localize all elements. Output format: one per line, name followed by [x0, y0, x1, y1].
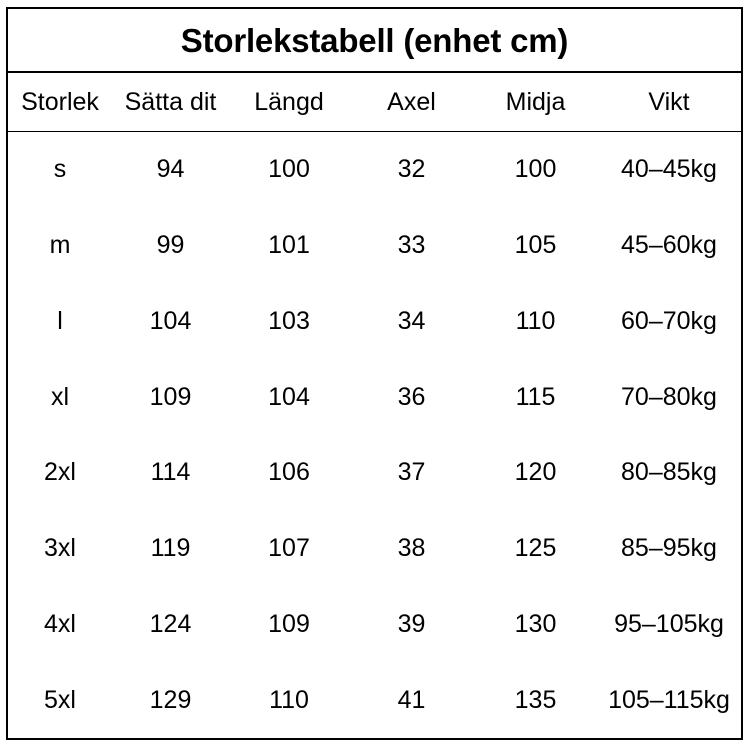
- cell-midja: 120: [514, 458, 557, 487]
- cell-size: 3xl: [44, 534, 76, 563]
- chart-title-band: Storlekstabell (enhet cm): [8, 9, 741, 73]
- cell-size: 5xl: [44, 685, 76, 714]
- column-header-axel: Axel: [387, 87, 436, 116]
- cell-langd: 104: [268, 382, 310, 411]
- cell-satta-dit: 119: [150, 534, 191, 563]
- cell-vikt: 45–60kg: [621, 231, 717, 260]
- cell-size: 4xl: [44, 609, 76, 638]
- cell-midja: 130: [514, 609, 557, 638]
- table-row: s 94 100 32 100 40–45kg: [8, 132, 741, 208]
- cell-langd: 101: [268, 231, 310, 260]
- cell-axel: 34: [397, 306, 426, 335]
- cell-satta-dit: 99: [156, 231, 185, 260]
- cell-satta-dit: 94: [156, 155, 185, 184]
- cell-axel: 39: [397, 609, 426, 638]
- cell-size: l: [57, 306, 63, 335]
- cell-vikt: 85–95kg: [621, 534, 717, 563]
- table-header-row: Storlek Sätta dit Längd Axel Midja Vikt: [8, 73, 741, 132]
- table-body: s 94 100 32 100 40–45kg m 99 101 33 105 …: [8, 132, 741, 738]
- table-row: xl 109 104 36 115 70–80kg: [8, 359, 741, 435]
- cell-vikt: 60–70kg: [621, 306, 717, 335]
- cell-midja: 110: [515, 306, 556, 335]
- column-header-langd: Längd: [254, 87, 324, 116]
- cell-midja: 100: [514, 155, 557, 184]
- cell-size: 2xl: [44, 458, 76, 487]
- table-row: 2xl 114 106 37 120 80–85kg: [8, 435, 741, 511]
- column-header-satta-dit: Sätta dit: [124, 87, 217, 116]
- cell-satta-dit: 124: [149, 609, 192, 638]
- cell-vikt: 80–85kg: [621, 458, 717, 487]
- cell-langd: 106: [268, 458, 310, 487]
- cell-satta-dit: 129: [149, 685, 192, 714]
- column-header-storlek: Storlek: [21, 87, 99, 116]
- cell-vikt: 70–80kg: [621, 382, 717, 411]
- cell-axel: 38: [397, 534, 426, 563]
- cell-midja: 105: [514, 231, 557, 260]
- cell-langd: 107: [268, 534, 310, 563]
- cell-satta-dit: 114: [150, 458, 191, 487]
- cell-vikt: 40–45kg: [621, 155, 717, 184]
- cell-size: s: [53, 155, 67, 184]
- cell-satta-dit: 104: [149, 306, 192, 335]
- cell-axel: 33: [397, 231, 426, 260]
- cell-midja: 125: [514, 534, 557, 563]
- cell-midja: 115: [515, 382, 556, 411]
- cell-langd: 110: [269, 685, 309, 714]
- cell-axel: 36: [397, 382, 426, 411]
- page-title: Storlekstabell (enhet cm): [180, 21, 569, 59]
- cell-langd: 109: [268, 609, 310, 638]
- cell-langd: 100: [268, 155, 310, 184]
- cell-midja: 135: [514, 685, 557, 714]
- cell-langd: 103: [268, 306, 310, 335]
- table-row: 4xl 124 109 39 130 95–105kg: [8, 587, 741, 663]
- column-header-vikt: Vikt: [648, 87, 690, 116]
- size-chart-table: Storlekstabell (enhet cm) Storlek Sätta …: [6, 7, 743, 740]
- cell-vikt: 105–115kg: [608, 685, 730, 714]
- table-row: l 104 103 34 110 60–70kg: [8, 284, 741, 360]
- cell-axel: 37: [397, 458, 426, 487]
- cell-size: xl: [50, 382, 70, 411]
- cell-axel: 32: [397, 155, 426, 184]
- cell-axel: 41: [397, 685, 426, 714]
- table-row: 5xl 129 110 41 135 105–115kg: [8, 662, 741, 738]
- cell-size: m: [49, 231, 71, 260]
- table-row: m 99 101 33 105 45–60kg: [8, 208, 741, 284]
- table-row: 3xl 119 107 38 125 85–95kg: [8, 511, 741, 587]
- column-header-midja: Midja: [505, 87, 566, 116]
- cell-satta-dit: 109: [149, 382, 192, 411]
- cell-vikt: 95–105kg: [614, 609, 724, 638]
